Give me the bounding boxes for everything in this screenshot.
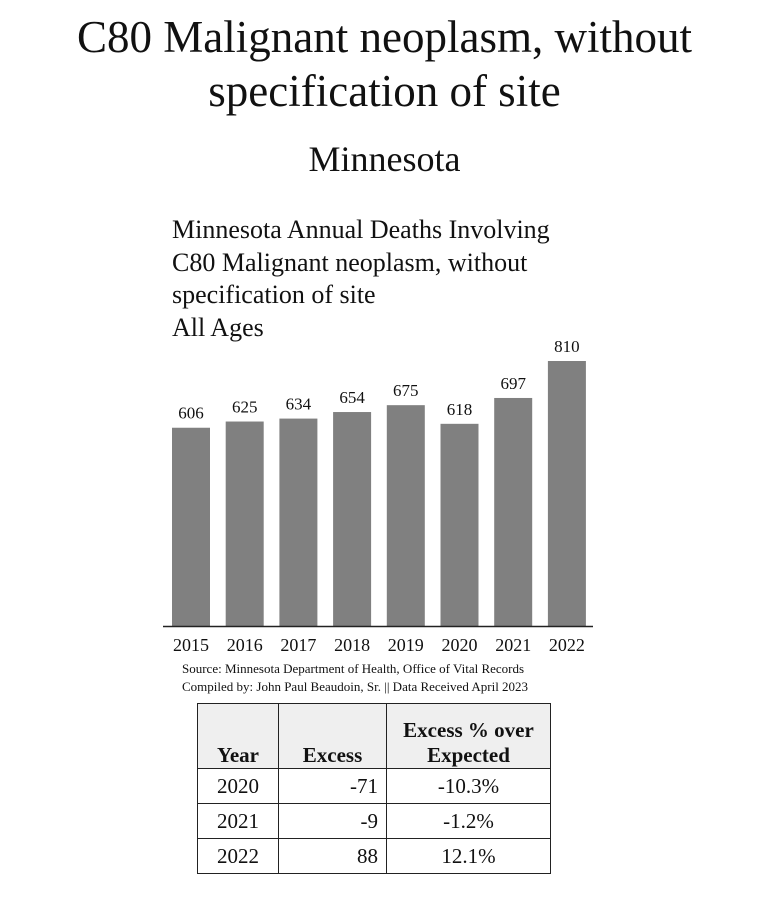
x-tick-label: 2016 [227, 635, 263, 655]
x-tick-label: 2017 [280, 635, 316, 655]
cell-excess: 88 [278, 838, 387, 874]
bar-value-label: 810 [554, 337, 580, 356]
bar-chart: 606 2015 625 2016 634 2017 654 2018 675 2019 618 20… [163, 337, 593, 655]
excess-table: Year Excess Excess % over Expected 2020 … [197, 703, 551, 874]
compiled-by-note: Compiled by: John Paul Beaudoin, Sr. || … [182, 679, 529, 694]
table-header-row: Year Excess Excess % over Expected [197, 703, 551, 769]
x-tick-label: 2020 [442, 635, 478, 655]
cell-excess-pct: -1.2% [386, 803, 551, 839]
page-subtitle: Minnesota [308, 139, 461, 179]
bar-value-label: 606 [178, 404, 204, 423]
x-tick-label: 2018 [334, 635, 370, 655]
bar-2019 [386, 405, 425, 626]
bar-value-label: 675 [393, 381, 419, 400]
chart-title: Minnesota Annual Deaths Involving C80 Ma… [172, 214, 550, 344]
cell-excess-pct: 12.1% [386, 838, 551, 874]
bar-2022 [547, 361, 586, 626]
chart-title-line: All Ages [172, 312, 264, 342]
column-header-year: Year [197, 703, 279, 769]
x-tick-label: 2019 [388, 635, 424, 655]
column-header-excess-pct: Excess % over Expected [386, 703, 551, 769]
cell-excess: -9 [278, 803, 387, 839]
bar-2018 [333, 412, 372, 626]
bar-value-label: 654 [339, 388, 365, 407]
source-note: Source: Minnesota Department of Health, … [182, 661, 525, 676]
cell-excess: -71 [278, 768, 387, 804]
cell-excess-pct: -10.3% [386, 768, 551, 804]
bar-value-label: 618 [447, 400, 473, 419]
table-row: 2022 88 12.1% [197, 838, 551, 874]
bar-2017 [279, 418, 318, 626]
cell-year: 2020 [197, 768, 279, 804]
chart-title-line: specification of site [172, 280, 376, 309]
table-row: 2020 -71 -10.3% [197, 768, 551, 804]
bar-value-label: 625 [232, 398, 258, 417]
bar-2020 [440, 423, 479, 626]
bar-2016 [225, 421, 264, 626]
bar-value-label: 634 [286, 395, 312, 414]
bar-value-label: 697 [500, 374, 526, 393]
table-row: 2021 -9 -1.2% [197, 803, 551, 839]
x-tick-label: 2015 [173, 635, 209, 655]
bar-2015 [172, 427, 210, 626]
page-title: C80 Malignant neoplasm, without specific… [77, 12, 692, 116]
chart-title-line: C80 Malignant neoplasm, without [172, 247, 528, 277]
chart-title-line: Minnesota Annual Deaths Involving [172, 215, 550, 244]
cell-year: 2021 [197, 803, 279, 839]
bar-2021 [494, 397, 533, 626]
x-tick-label: 2022 [549, 635, 585, 655]
cell-year: 2022 [197, 838, 279, 874]
column-header-excess: Excess [278, 703, 387, 769]
x-tick-label: 2021 [495, 635, 531, 655]
